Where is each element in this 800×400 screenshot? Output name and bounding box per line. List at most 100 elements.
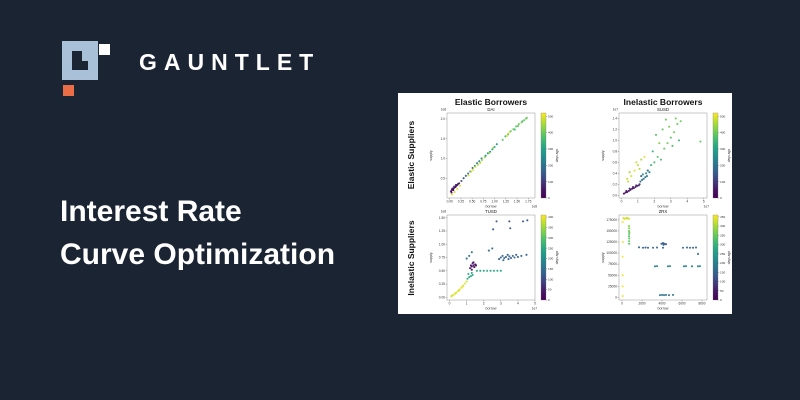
svg-text:1.4: 1.4 [613, 117, 618, 121]
svg-text:0.75: 0.75 [480, 200, 486, 204]
axes-frame [446, 214, 536, 301]
axes-frame [446, 112, 536, 199]
x-axis: 0 2000 4000 6000 8000 borrow [621, 300, 706, 310]
axes-frame [618, 112, 708, 199]
svg-text:0: 0 [548, 196, 550, 200]
svg-text:500: 500 [548, 114, 553, 118]
svg-text:0: 0 [615, 295, 617, 299]
svg-text:250: 250 [548, 246, 553, 250]
y-axis-offset: 1e8 [441, 108, 447, 112]
svg-text:1.0: 1.0 [441, 157, 446, 161]
colorbar: 0 50 100 150 200 250 300 350 400 450 days ago [712, 214, 731, 302]
svg-text:0.6: 0.6 [613, 160, 618, 164]
svg-text:400: 400 [548, 131, 553, 135]
chart-title: TUSD [485, 209, 497, 214]
svg-text:400: 400 [720, 131, 725, 135]
chart-title: ZRX [659, 209, 668, 214]
svg-text:150: 150 [548, 267, 553, 271]
svg-text:300: 300 [720, 147, 725, 151]
column-header-elastic-borrowers: Elastic Borrowers [454, 97, 528, 107]
y-axis-offset: 1e7 [613, 108, 619, 112]
svg-text:0: 0 [548, 298, 550, 302]
svg-text:4: 4 [517, 302, 519, 306]
gauntlet-logo: GAUNTLET [55, 28, 320, 96]
svg-text:0: 0 [720, 298, 722, 302]
svg-text:0: 0 [720, 196, 722, 200]
svg-text:5: 5 [703, 200, 705, 204]
svg-text:0.50: 0.50 [469, 200, 475, 204]
x-axis-offset: 1e7 [532, 306, 538, 310]
y-axis: 0.5 1.0 1.5 2.0 supply [429, 117, 447, 180]
row-label-elastic-suppliers: Elastic Suppliers [406, 120, 416, 190]
page-title-line2: Curve Optimization [60, 238, 336, 271]
x-axis: 0 1 2 3 4 5 borrow 1e7 [449, 300, 538, 310]
svg-text:25000: 25000 [608, 284, 617, 288]
x-axis-offset: 1e8 [532, 204, 538, 208]
svg-text:1: 1 [637, 200, 639, 204]
column-header-inelastic-borrowers: Inelastic Borrowers [623, 97, 703, 107]
colorbar-label: days ago [727, 149, 731, 163]
svg-text:0.50: 0.50 [439, 269, 445, 273]
svg-text:4000: 4000 [658, 302, 665, 306]
y-axis-offset: 1e8 [441, 210, 447, 214]
svg-text:400: 400 [720, 224, 725, 228]
svg-text:6000: 6000 [678, 302, 685, 306]
svg-text:1: 1 [466, 302, 468, 306]
y-axis-label: supply [429, 252, 433, 263]
svg-text:150000: 150000 [606, 229, 617, 233]
svg-text:350: 350 [720, 233, 725, 237]
svg-text:500: 500 [720, 114, 725, 118]
svg-text:0: 0 [449, 302, 451, 306]
svg-text:50: 50 [720, 289, 724, 293]
svg-text:0.25: 0.25 [458, 200, 464, 204]
page-title: Interest Rate Curve Optimization [60, 190, 335, 276]
scatter-points [622, 117, 702, 195]
figure-panel: Elastic Borrowers Inelastic Borrowers El… [398, 93, 732, 314]
x-axis-label: borrow [658, 306, 669, 310]
svg-text:2.0: 2.0 [441, 117, 446, 121]
svg-text:125000: 125000 [606, 240, 617, 244]
svg-text:0.4: 0.4 [613, 171, 618, 175]
svg-text:0.25: 0.25 [439, 282, 445, 286]
colorbar-label: days ago [727, 251, 731, 265]
svg-text:1.00: 1.00 [439, 242, 445, 246]
svg-text:0: 0 [621, 200, 623, 204]
svg-text:100: 100 [720, 280, 725, 284]
svg-text:0.75: 0.75 [439, 256, 445, 260]
svg-text:200: 200 [720, 163, 725, 167]
scatter-points [450, 219, 529, 298]
gauntlet-logo-icon [62, 41, 110, 96]
colorbar-label: days ago [555, 149, 559, 163]
y-axis: 0.00 0.25 0.50 0.75 1.00 1.25 1.50 supply [429, 216, 447, 299]
colorbar: 0 100 200 300 400 500 days ago [540, 112, 559, 200]
colorbar: 0 50 100 150 200 250 300 350 400 days ago [540, 214, 559, 302]
x-axis-label: borrow [486, 306, 497, 310]
y-axis-label: supply [601, 150, 605, 161]
svg-text:5: 5 [534, 302, 536, 306]
svg-text:175000: 175000 [606, 218, 617, 222]
svg-text:450: 450 [720, 215, 725, 219]
x-axis-label: borrow [658, 204, 669, 208]
svg-text:100: 100 [720, 180, 725, 184]
svg-text:1.75: 1.75 [525, 200, 531, 204]
svg-text:100: 100 [548, 180, 553, 184]
row-label-inelastic-suppliers: Inelastic Suppliers [406, 220, 416, 296]
y-axis-label: supply [429, 150, 433, 161]
y-axis: 0 25000 50000 75000 100000 125000 150000 175000… [601, 218, 619, 299]
svg-text:200: 200 [548, 163, 553, 167]
svg-text:3: 3 [670, 200, 672, 204]
logo-g-shape [62, 41, 98, 80]
svg-text:0.00: 0.00 [439, 295, 445, 299]
axes-frame [618, 214, 708, 301]
scatter-subplot-tusd: TUSD 1e8 0 1 2 3 4 5 borrow 1e7 0.00 0.25 0.50 0.75 1.… [429, 209, 559, 310]
svg-text:2: 2 [483, 302, 485, 306]
svg-text:1.50: 1.50 [514, 200, 520, 204]
svg-text:8000: 8000 [698, 302, 705, 306]
subplot-root: SUSD 1e7 0 1 2 3 4 5 borrow 1e7 0.0 0.2 0.4 0.6 0.8 1.0… [601, 107, 731, 208]
svg-text:50: 50 [548, 288, 552, 292]
svg-text:0.00: 0.00 [447, 200, 453, 204]
svg-text:50000: 50000 [608, 273, 617, 277]
